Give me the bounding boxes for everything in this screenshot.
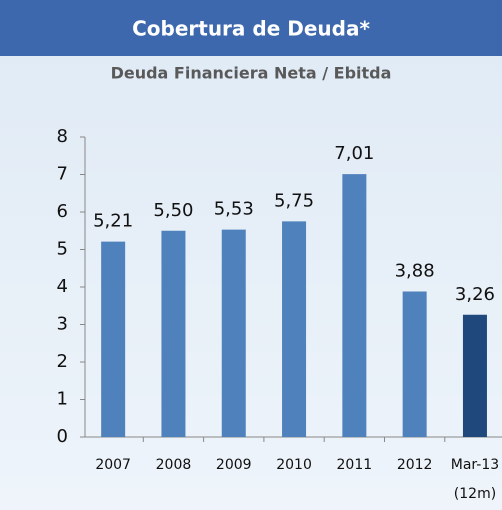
y-tick-label: 7 xyxy=(57,164,68,185)
x-tick-label: 2010 xyxy=(276,457,312,473)
x-tick-label: 2012 xyxy=(397,457,433,473)
header xyxy=(0,0,502,56)
x-tick-label: Mar-13 xyxy=(451,457,499,473)
bar xyxy=(101,241,126,437)
bar xyxy=(221,229,246,437)
x-tick-label: 2007 xyxy=(95,457,131,473)
y-tick-label: 4 xyxy=(57,276,68,297)
data-label: 5,75 xyxy=(274,190,314,211)
bar xyxy=(282,221,307,437)
y-tick-label: 3 xyxy=(57,314,68,335)
y-tick-label: 2 xyxy=(57,351,68,372)
data-label: 5,21 xyxy=(93,211,133,232)
x-tick-label: 2009 xyxy=(216,457,252,473)
y-tick-label: 1 xyxy=(57,389,68,410)
bar xyxy=(161,230,186,437)
annotation: (12m) xyxy=(454,486,496,502)
chart-title: Cobertura de Deuda* xyxy=(132,17,370,41)
bar xyxy=(402,291,427,437)
bar xyxy=(342,174,367,437)
data-label: 3,88 xyxy=(395,261,435,282)
x-tick-label: 2011 xyxy=(337,457,373,473)
x-tick-label: 2008 xyxy=(156,457,192,473)
data-label: 7,01 xyxy=(334,143,374,164)
data-label: 5,50 xyxy=(153,200,193,221)
y-tick-label: 5 xyxy=(57,239,68,260)
chart-subtitle: Deuda Financiera Neta / Ebitda xyxy=(111,64,392,83)
y-tick-label: 0 xyxy=(57,426,68,447)
y-tick-label: 8 xyxy=(57,126,68,147)
data-label: 5,53 xyxy=(214,199,254,220)
y-tick-label: 6 xyxy=(57,201,68,222)
data-label: 3,26 xyxy=(455,284,495,305)
bar xyxy=(462,314,487,437)
